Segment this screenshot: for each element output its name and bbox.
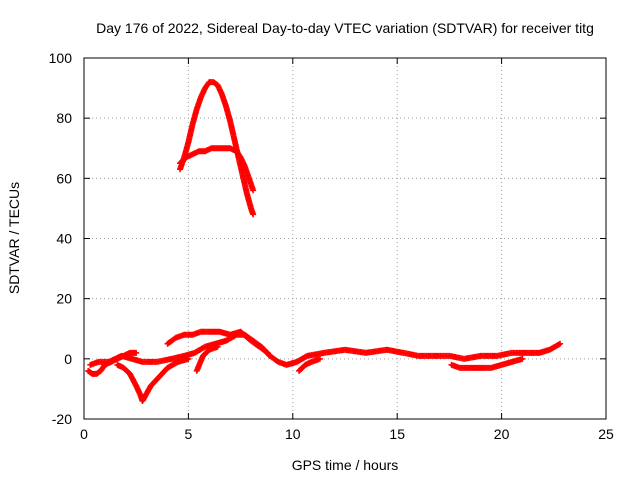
data-point [133,349,140,356]
y-axis-label: SDTVAR / TECUs [6,182,22,294]
series-low-upper [164,328,271,356]
data-point [519,355,526,362]
y-tick-label: 80 [56,110,72,126]
series-arc-plateau [177,145,257,194]
x-axis-label: GPS time / hours [292,457,399,473]
y-tick-label: 20 [56,291,72,307]
x-tick-label: 5 [185,426,193,442]
y-tick-label: 100 [49,50,73,66]
x-tick-label: 10 [285,426,301,442]
y-tick-label: -20 [52,411,72,427]
x-tick-label: 15 [389,426,405,442]
x-tick-label: 25 [598,426,614,442]
series-low-tail [448,355,526,371]
data-point [316,355,323,362]
axis-ticks: 0 5 10 15 20 25 -20 0 20 40 60 80 100 [49,50,614,442]
data-point [250,187,257,194]
data-point [264,349,271,356]
data-point [214,343,221,350]
y-tick-label: 40 [56,231,72,247]
data-point [557,340,564,347]
series-low-small [193,343,221,374]
series-low-main [87,331,564,368]
series-arc-peak [177,79,257,218]
chart-title: Day 176 of 2022, Sidereal Day-to-day VTE… [96,20,594,36]
y-tick-label: 60 [56,170,72,186]
data-layer [85,79,564,404]
series-low-left [85,349,140,377]
x-tick-label: 0 [80,426,88,442]
data-point [263,348,270,355]
y-tick-label: 0 [64,351,72,367]
series-low-dip [114,355,192,404]
data-point [185,355,192,362]
data-point [250,211,257,218]
grid [84,58,606,419]
series-low-small-2 [296,355,323,374]
x-tick-label: 20 [494,426,510,442]
